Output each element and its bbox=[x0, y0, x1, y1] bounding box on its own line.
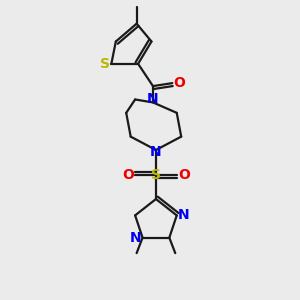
Text: S: S bbox=[100, 57, 110, 71]
Text: O: O bbox=[122, 168, 134, 182]
Text: O: O bbox=[173, 76, 185, 90]
Text: N: N bbox=[178, 208, 189, 222]
Text: S: S bbox=[151, 168, 161, 182]
Text: N: N bbox=[130, 231, 142, 245]
Text: O: O bbox=[178, 168, 190, 182]
Text: N: N bbox=[150, 146, 162, 159]
Text: N: N bbox=[147, 92, 159, 106]
